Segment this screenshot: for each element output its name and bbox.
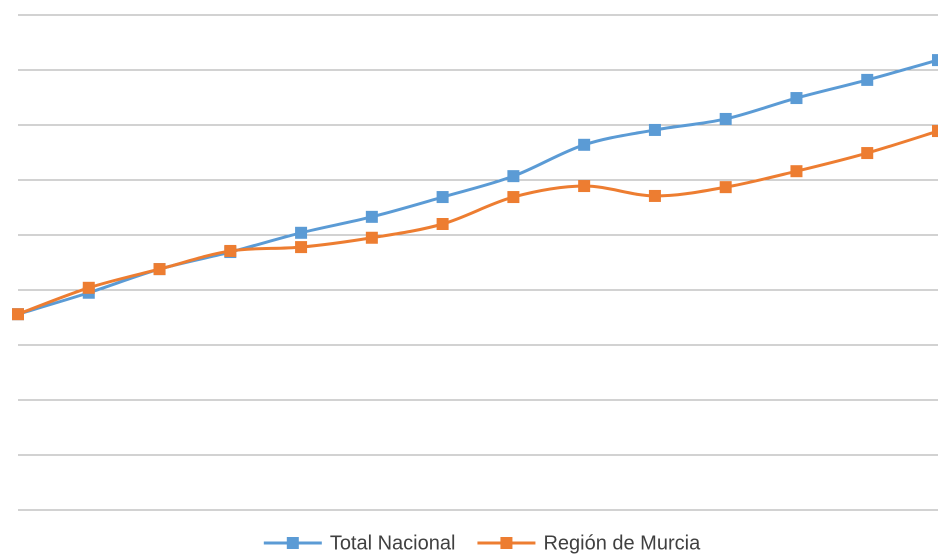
point-marker bbox=[507, 170, 520, 183]
point-marker bbox=[790, 165, 803, 178]
point-marker bbox=[12, 308, 24, 321]
legend-marker bbox=[500, 537, 513, 549]
series-line bbox=[17, 129, 938, 316]
point-marker bbox=[153, 263, 166, 276]
point-marker bbox=[932, 54, 938, 67]
point-marker bbox=[295, 226, 308, 239]
legend-marker bbox=[286, 537, 299, 549]
point-marker bbox=[648, 123, 661, 136]
legend-label: Región de Murcia bbox=[543, 532, 701, 554]
point-marker bbox=[648, 189, 661, 202]
point-marker bbox=[861, 147, 874, 160]
point-marker bbox=[224, 244, 237, 257]
point-marker bbox=[578, 138, 591, 151]
legend: Total Nacional Región de Murcia bbox=[263, 532, 701, 554]
point-marker bbox=[436, 218, 449, 230]
point-marker bbox=[578, 180, 591, 193]
point-marker bbox=[861, 73, 874, 86]
point-marker bbox=[507, 191, 520, 204]
point-marker bbox=[932, 125, 938, 138]
point-marker bbox=[719, 181, 732, 194]
point-marker bbox=[365, 231, 378, 244]
point-marker bbox=[719, 112, 732, 125]
point-marker bbox=[790, 92, 803, 105]
point-marker bbox=[436, 191, 449, 204]
point-marker bbox=[365, 210, 378, 223]
point-marker bbox=[295, 241, 308, 254]
point-marker bbox=[82, 281, 95, 294]
legend-label: Total Nacional bbox=[330, 532, 456, 554]
